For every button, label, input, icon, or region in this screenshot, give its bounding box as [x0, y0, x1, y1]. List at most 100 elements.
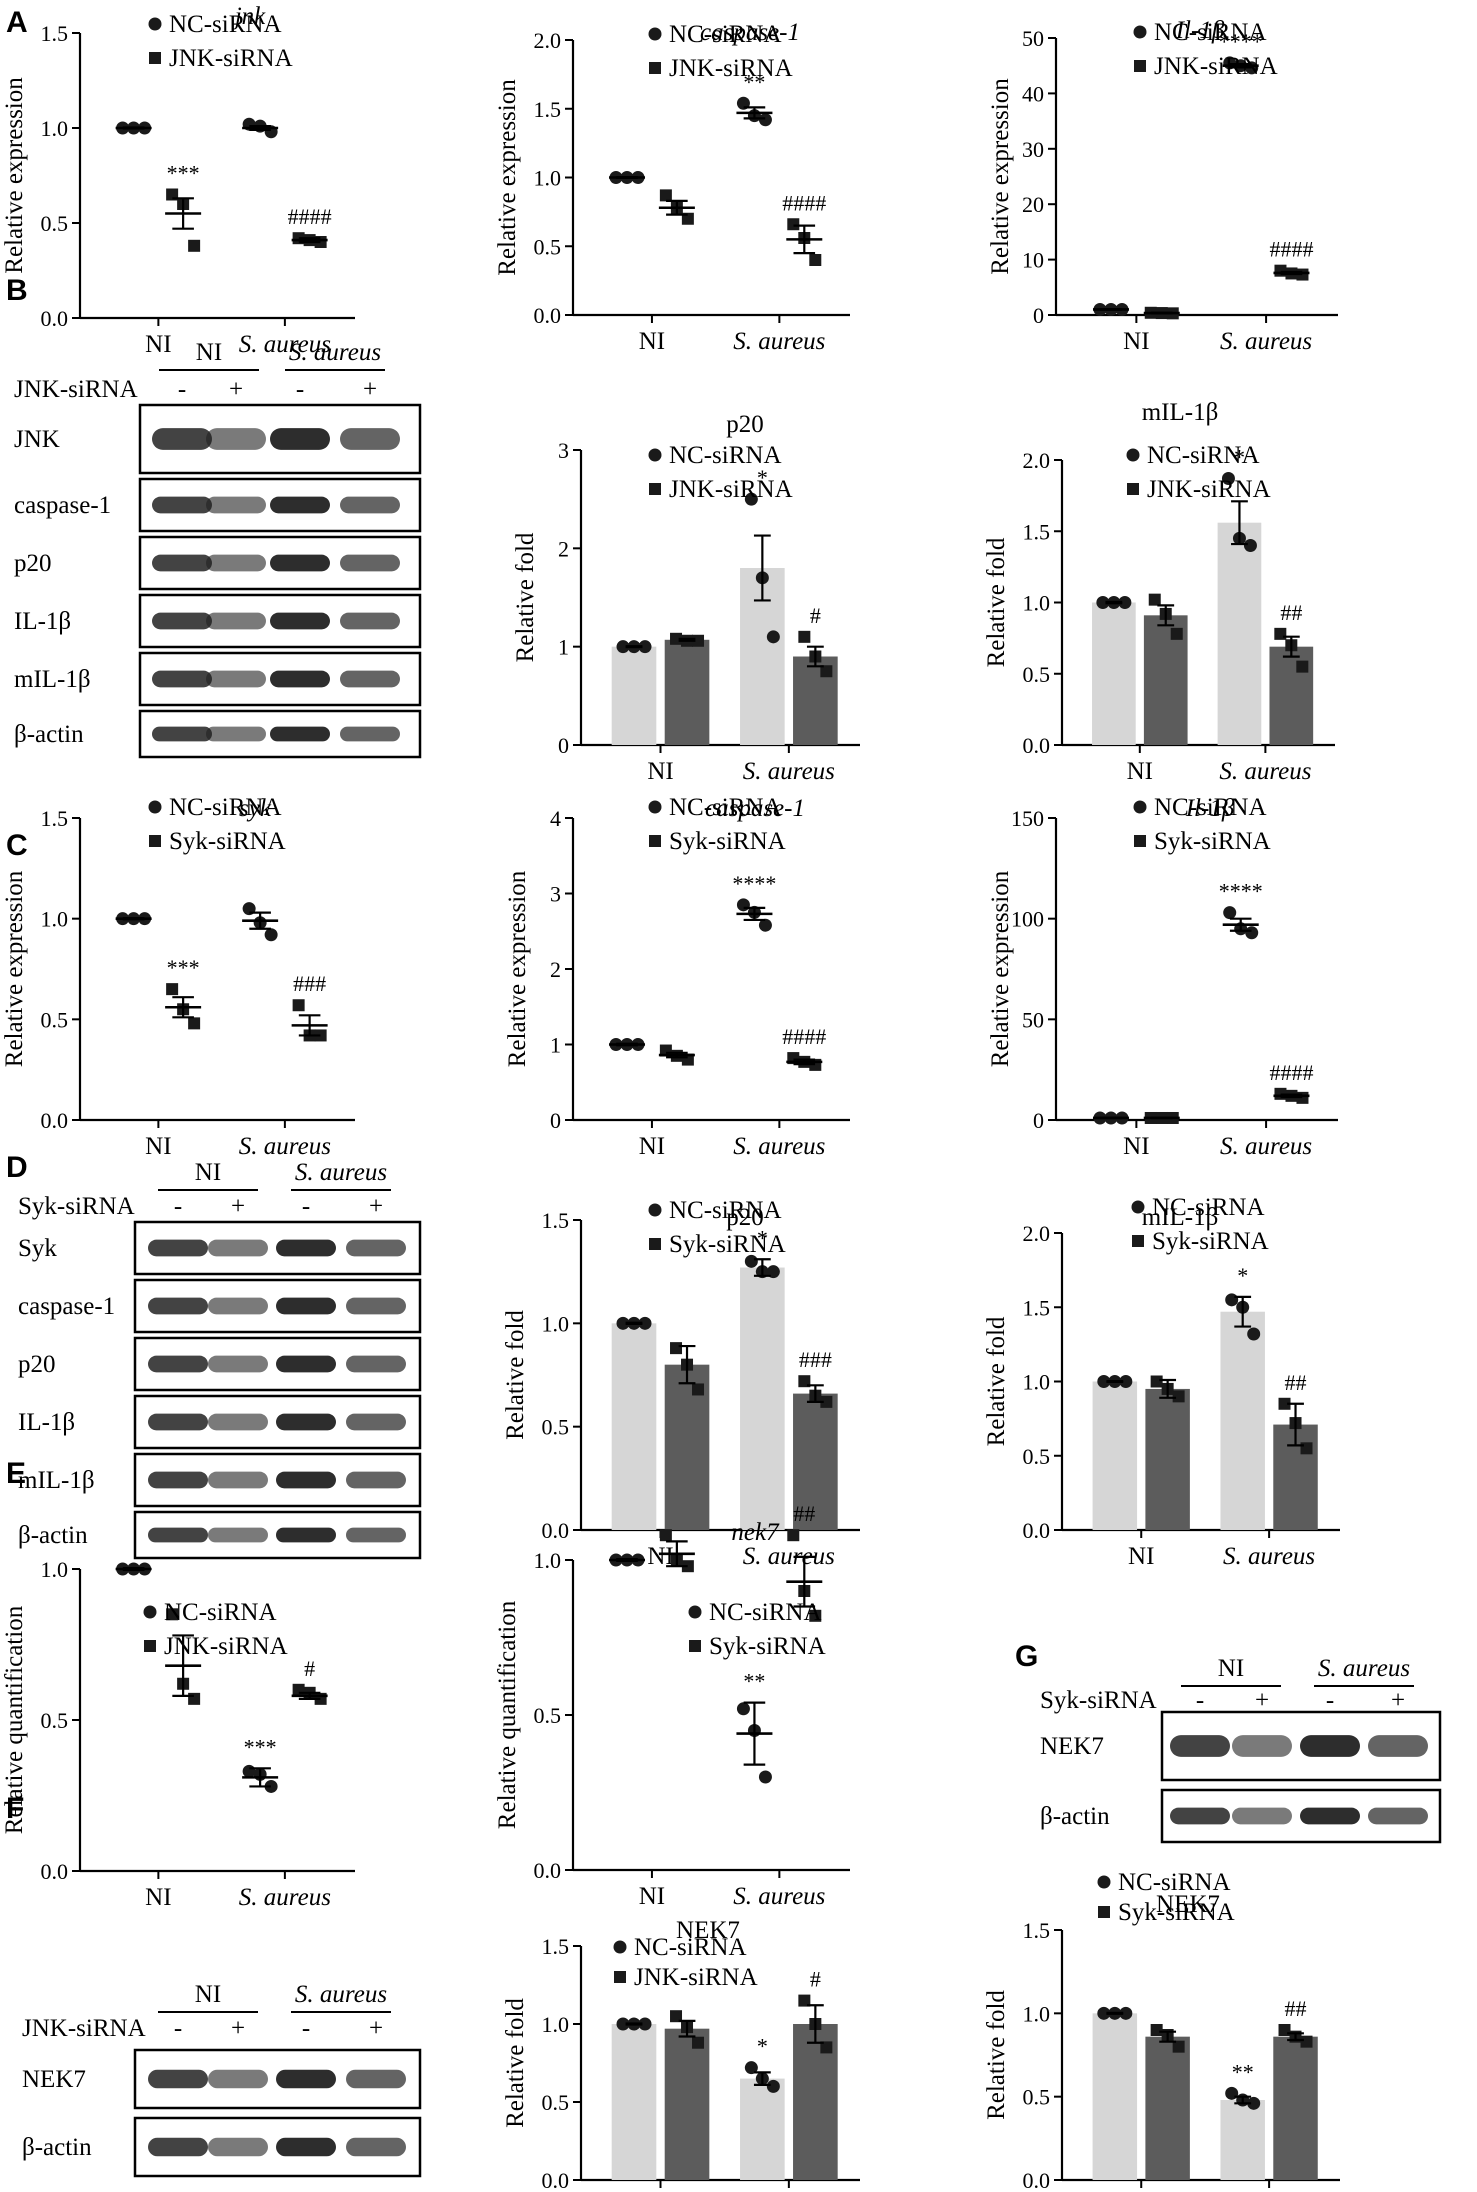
- y-tick-label: 1.0: [1023, 1370, 1051, 1395]
- category-label: NI: [1127, 758, 1153, 785]
- blot-band: [346, 1413, 406, 1431]
- data-point: [1225, 2086, 1239, 2100]
- category-label: S. aureus: [239, 331, 331, 358]
- blot-row-label: β-actin: [14, 721, 84, 748]
- blot-band: [346, 1297, 406, 1315]
- chart-title: mIL-1β: [1142, 399, 1219, 426]
- chart-title: caspase-1: [700, 19, 800, 46]
- blot-band: [276, 1239, 336, 1257]
- blot-row-label: caspase-1: [18, 1293, 115, 1320]
- y-tick-label: 1.0: [41, 1557, 69, 1582]
- data-point: [264, 928, 278, 942]
- significance-mark: ###: [293, 971, 326, 996]
- category-label: S. aureus: [743, 1543, 835, 1570]
- significance-mark: *: [757, 2034, 768, 2059]
- y-tick-label: 1.0: [534, 166, 562, 191]
- data-point: [292, 1683, 305, 1696]
- y-axis-label: Relative expression: [1, 870, 28, 1067]
- lane-sign: -: [296, 376, 304, 403]
- data-point: [1300, 1442, 1313, 1455]
- chart-b1: 0 1 2 3 NI S. aureus Relative fold p20 * # NC-siRN…: [512, 411, 860, 785]
- significance-mark: ####: [782, 190, 826, 215]
- lane-sign: -: [302, 1193, 310, 1220]
- panel-label-e: E: [6, 1457, 26, 1490]
- category-label: NI: [1123, 328, 1149, 355]
- blot-band: [206, 496, 266, 514]
- y-tick-label: 2.0: [1023, 1221, 1051, 1246]
- data-point: [736, 1702, 750, 1716]
- blot-band: [346, 2069, 406, 2089]
- data-point: [188, 1017, 201, 1030]
- legend-label: NC-siRNA: [1154, 794, 1267, 821]
- blot-band: [152, 726, 212, 742]
- blot-band: [276, 1471, 336, 1489]
- significance-mark: #: [810, 1967, 821, 1992]
- category-label: S. aureus: [733, 1883, 825, 1910]
- data-point: [820, 665, 833, 678]
- y-tick-label: 10: [1022, 248, 1044, 273]
- data-point: [314, 1029, 327, 1042]
- legend-marker: [1133, 25, 1147, 39]
- bar: [1220, 2100, 1265, 2180]
- legend-marker: [144, 1640, 156, 1652]
- legend-marker: [1132, 1235, 1144, 1247]
- data-point: [1097, 2006, 1111, 2020]
- chart-title: NEK7: [676, 1917, 740, 1944]
- blot-band: [208, 2137, 268, 2157]
- significance-mark: ***: [167, 955, 200, 980]
- category-label: S. aureus: [1220, 328, 1312, 355]
- y-tick-label: 1.5: [1023, 519, 1051, 544]
- data-point: [1296, 660, 1309, 673]
- y-tick-label: 0: [558, 733, 569, 758]
- blot-panel-b: JNK-siRNA NI S. aureus - + - + JNK caspase-1 p20 I…: [14, 339, 422, 759]
- blot-band: [340, 554, 400, 572]
- y-tick-label: 0.5: [1023, 1444, 1051, 1469]
- chart-title: nek7: [731, 1519, 780, 1546]
- legend-marker: [1133, 800, 1147, 814]
- lane-sign: +: [369, 2015, 383, 2042]
- y-tick-label: 0.5: [1023, 662, 1051, 687]
- legend-label: NC-siRNA: [669, 442, 782, 469]
- legend-label: Syk-siRNA: [669, 828, 786, 855]
- lane-sign: +: [369, 1193, 383, 1220]
- blot-band: [270, 670, 330, 688]
- category-label: NI: [639, 328, 665, 355]
- blot-band: [152, 554, 212, 572]
- data-point: [166, 983, 179, 996]
- panel-label-f: F: [6, 1792, 24, 1825]
- category-label: NI: [639, 1883, 665, 1910]
- y-tick-label: 50: [1022, 26, 1044, 51]
- blot-band: [152, 428, 212, 450]
- y-tick-label: 2: [558, 536, 569, 561]
- bar: [1145, 1388, 1190, 1530]
- data-point: [1278, 1397, 1291, 1410]
- data-point: [1119, 1375, 1133, 1388]
- data-point: [659, 1529, 672, 1542]
- blot-band: [206, 428, 266, 450]
- y-tick-label: 0: [550, 1108, 561, 1133]
- blot-band: [346, 1239, 406, 1257]
- bar: [793, 1393, 838, 1530]
- legend-marker: [148, 800, 162, 814]
- legend-marker: [148, 17, 162, 31]
- blot-band: [346, 2137, 406, 2157]
- blot-band: [346, 1355, 406, 1373]
- data-point: [820, 2041, 833, 2054]
- significance-mark: ###: [799, 1347, 832, 1372]
- significance-mark: ##: [1285, 1996, 1307, 2021]
- legend-marker: [149, 52, 161, 64]
- data-point: [616, 640, 630, 654]
- significance-mark: ****: [732, 871, 776, 896]
- panel-label-b: B: [6, 274, 28, 307]
- blot-band: [270, 428, 330, 450]
- y-tick-label: 0.0: [1023, 733, 1051, 758]
- y-tick-label: 0.5: [534, 1703, 562, 1728]
- blot-band: [276, 1297, 336, 1315]
- lane-sign: -: [174, 2015, 182, 2042]
- chart-d2: 0.0 0.5 1.0 1.5 2.0 NI S. aureus Relative fold m…: [983, 1194, 1340, 1570]
- y-tick-label: 1.5: [1023, 1918, 1051, 1943]
- data-point: [736, 898, 750, 912]
- blot-group-header: S. aureus: [289, 339, 381, 366]
- bar: [611, 2024, 657, 2180]
